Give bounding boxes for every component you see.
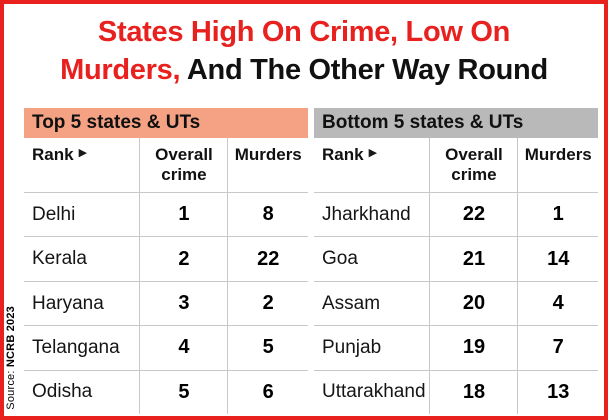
source-label: Source: bbox=[5, 367, 17, 410]
table-row: Goa 21 14 bbox=[314, 236, 598, 281]
overall-crime-value: 22 bbox=[430, 193, 519, 237]
murders-value: 13 bbox=[547, 380, 570, 403]
col-header-rank-label: Rank bbox=[32, 145, 74, 164]
state-name: Jharkhand bbox=[314, 193, 431, 237]
murders-value: 7 bbox=[552, 336, 564, 359]
title-line-2-black: And The Other Way Round bbox=[180, 53, 548, 86]
panel-top5-header: Top 5 states & UTs bbox=[24, 108, 308, 138]
overall-crime-value: 1 bbox=[140, 193, 229, 237]
murders-value: 6 bbox=[262, 380, 274, 403]
state-name: Kerala bbox=[24, 237, 141, 281]
table-row: Odisha 5 6 bbox=[24, 369, 308, 415]
overall-crime-value: 3 bbox=[140, 281, 229, 326]
panel-top5: Top 5 states & UTs Rank ▶ Overall crime … bbox=[24, 108, 308, 415]
panel-bottom5-rows: Jharkhand 22 1 Goa 21 14 Assam 20 4 Punj… bbox=[314, 192, 598, 415]
panel-bottom5: Bottom 5 states & UTs Rank ▶ Overall cri… bbox=[314, 108, 598, 415]
col-header-murders: Murders bbox=[228, 138, 308, 192]
state-name: Goa bbox=[314, 237, 431, 281]
overall-crime-value: 2 bbox=[140, 237, 229, 281]
murders-value: 8 bbox=[262, 203, 274, 226]
panel-top5-column-headers: Rank ▶ Overall crime Murders bbox=[24, 138, 308, 192]
col-header-murders: Murders bbox=[518, 138, 598, 192]
tables-container: Top 5 states & UTs Rank ▶ Overall crime … bbox=[24, 108, 598, 415]
table-row: Uttarakhand 18 13 bbox=[314, 369, 598, 415]
col-header-overall-label: Overall crime bbox=[155, 145, 213, 184]
title-line-2: Murders, And The Other Way Round bbox=[4, 52, 604, 90]
murders-value: 5 bbox=[262, 336, 274, 359]
title-line-1: States High On Crime, Low On bbox=[4, 14, 604, 52]
col-header-overall-label: Overall crime bbox=[445, 145, 503, 184]
overall-crime-value: 5 bbox=[140, 370, 229, 415]
rank-arrow-icon: ▶ bbox=[78, 146, 88, 159]
state-name: Telangana bbox=[24, 326, 141, 370]
state-name: Odisha bbox=[24, 370, 141, 415]
table-row: Telangana 4 5 bbox=[24, 325, 308, 370]
murders-value: 14 bbox=[547, 247, 570, 270]
state-name: Assam bbox=[314, 281, 431, 326]
panel-bottom5-column-headers: Rank ▶ Overall crime Murders bbox=[314, 138, 598, 192]
table-row: Kerala 2 22 bbox=[24, 236, 308, 281]
source-credit: Source: NCRB 2023 bbox=[5, 306, 17, 410]
title-line-1-text: States High On Crime, Low On bbox=[97, 16, 511, 48]
page-title: States High On Crime, Low On Murders, An… bbox=[4, 4, 604, 89]
overall-crime-value: 18 bbox=[430, 370, 519, 415]
overall-crime-value: 19 bbox=[430, 326, 519, 370]
table-row: Punjab 19 7 bbox=[314, 325, 598, 370]
col-header-rank-label: Rank bbox=[322, 145, 364, 164]
panel-bottom5-header: Bottom 5 states & UTs bbox=[314, 108, 598, 138]
murders-value: 1 bbox=[552, 203, 564, 226]
overall-crime-value: 4 bbox=[140, 326, 229, 370]
source-value: NCRB 2023 bbox=[5, 306, 17, 368]
rank-arrow-icon: ▶ bbox=[368, 146, 378, 159]
col-header-rank: Rank ▶ bbox=[24, 138, 141, 192]
panel-top5-rows: Delhi 1 8 Kerala 2 22 Haryana 3 2 Telang… bbox=[24, 192, 308, 415]
state-name: Haryana bbox=[24, 281, 141, 326]
murders-value: 4 bbox=[552, 292, 564, 315]
col-header-overall-crime: Overall crime bbox=[140, 138, 229, 192]
state-name: Delhi bbox=[24, 193, 141, 237]
table-row: Haryana 3 2 bbox=[24, 280, 308, 326]
col-header-murders-label: Murders bbox=[234, 145, 302, 164]
overall-crime-value: 20 bbox=[430, 281, 519, 326]
murders-value: 22 bbox=[257, 247, 280, 270]
table-row: Assam 20 4 bbox=[314, 280, 598, 326]
title-line-2-red: Murders, bbox=[60, 53, 181, 86]
col-header-overall-crime: Overall crime bbox=[430, 138, 519, 192]
state-name: Uttarakhand bbox=[314, 370, 431, 415]
table-row: Jharkhand 22 1 bbox=[314, 192, 598, 237]
table-row: Delhi 1 8 bbox=[24, 192, 308, 237]
murders-value: 2 bbox=[262, 292, 274, 315]
state-name: Punjab bbox=[314, 326, 431, 370]
overall-crime-value: 21 bbox=[430, 237, 519, 281]
col-header-murders-label: Murders bbox=[524, 145, 592, 164]
col-header-rank: Rank ▶ bbox=[314, 138, 431, 192]
